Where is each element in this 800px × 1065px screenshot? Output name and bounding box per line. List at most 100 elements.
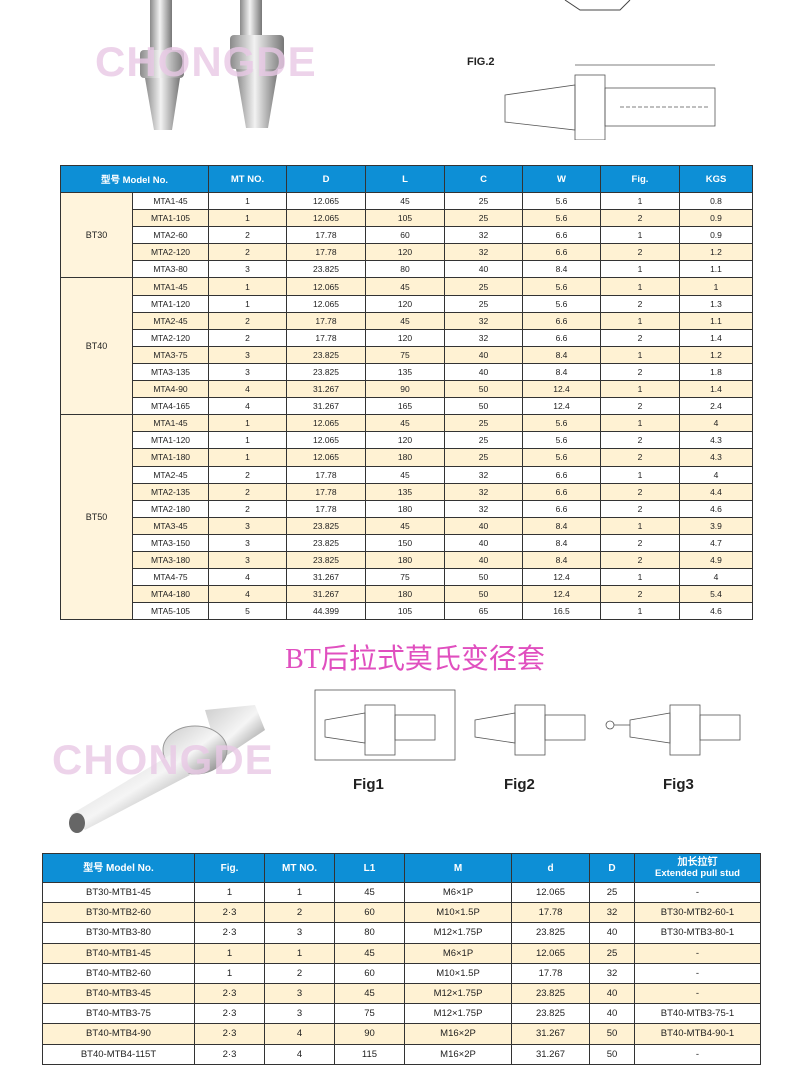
header-line: D: [608, 862, 616, 874]
table-cell: 5.6: [522, 414, 601, 433]
table-row: MTA2-60 2 17.78 60 32 6.6 1 0.9: [61, 226, 753, 245]
table-cell: 4.3: [679, 448, 753, 467]
table-cell: 6.6: [522, 311, 601, 330]
table-cell: 90: [365, 380, 445, 399]
table-cell: 1: [600, 568, 680, 587]
table-cell: MTA2-120: [132, 243, 209, 262]
table-row: BT40-MTB4-90 2·3 4 90 M16×2P 31.267 50 BT40-MTB…: [42, 1023, 761, 1045]
table-cell: 3: [208, 345, 287, 364]
table-row: MTA1-180 1 12.065 180 25 5.6 2 4.3: [61, 448, 753, 467]
table-cell: MTA3-80: [132, 260, 209, 279]
table-cell: 60: [334, 962, 405, 984]
table-cell: 23.825: [511, 922, 590, 944]
table-cell: 12.065: [286, 414, 366, 433]
table-cell: 17.78: [286, 465, 366, 484]
table-cell: 25: [589, 942, 635, 964]
group-cell: BT50: [60, 414, 133, 621]
table-row: MTA2-180 2 17.78 180 32 6.6 2 4.6: [61, 499, 753, 518]
table-row: MTA4-165 4 31.267 165 50 12.4 2 2.4: [61, 397, 753, 416]
table-cell: 5.6: [522, 277, 601, 296]
table-cell: 50: [589, 1023, 635, 1045]
table-cell: 40: [444, 550, 523, 570]
product-photo-top: [140, 0, 284, 130]
table-cell: 50: [444, 397, 523, 416]
table-cell: 2: [264, 902, 335, 924]
table-cell: 3: [208, 260, 287, 279]
table-cell: 4: [208, 568, 287, 587]
table-cell: 1.3: [679, 294, 753, 313]
table-cell: 1: [208, 277, 287, 296]
table-cell: 31.267: [286, 397, 366, 416]
table-cell: 45: [365, 414, 445, 433]
table-cell: 12.065: [511, 881, 590, 904]
table-cell: 12.4: [522, 585, 601, 604]
table-row: MTA3-75 3 23.825 75 40 8.4 1 1.2: [61, 345, 753, 364]
table-cell: 4: [208, 380, 287, 399]
table-cell: MTA1-120: [132, 294, 209, 313]
table-row: MTA3-135 3 23.825 135 40 8.4 2 1.8: [61, 362, 753, 382]
table-cell: BT30-MTB3-80: [42, 922, 195, 944]
table-cell: M10×1.5P: [404, 962, 512, 984]
fig3-label: Fig3: [663, 776, 694, 793]
table-row: MTA4-75 4 31.267 75 50 12.4 1 4: [61, 568, 753, 587]
column-header: D: [589, 853, 635, 883]
table-cell: 4: [679, 465, 753, 484]
column-header: L: [365, 165, 445, 193]
table-cell: 75: [334, 1003, 405, 1025]
table-cell: -: [634, 982, 761, 1005]
table-cell: 3.9: [679, 516, 753, 535]
table-cell: 180: [365, 499, 445, 518]
table-cell: 135: [365, 482, 445, 501]
drawing-fig1-top: [564, 0, 631, 11]
table-cell: BT40-MTB3-75-1: [634, 1003, 761, 1025]
table-cell: 44.399: [286, 602, 366, 621]
table-cell: 32: [444, 226, 523, 245]
table-cell: 1: [600, 311, 680, 330]
table-cell: BT40-MTB4-115T: [42, 1043, 195, 1065]
column-header: C: [444, 165, 523, 193]
table-cell: 12.065: [286, 448, 366, 467]
table-row: MTA3-80 3 23.825 80 40 8.4 1 1.1: [61, 260, 753, 279]
column-header: MT NO.: [208, 165, 287, 193]
table-cell: 17.78: [286, 226, 366, 245]
table-cell: 17.78: [286, 243, 366, 262]
table-cell: 1: [264, 942, 335, 964]
table-cell: 80: [365, 260, 445, 279]
table-cell: M10×1.5P: [404, 902, 512, 924]
table-cell: 45: [365, 516, 445, 535]
table-cell: 17.78: [511, 902, 590, 924]
table-cell: 4: [264, 1043, 335, 1065]
table-cell: 45: [334, 881, 405, 904]
table-cell: 1.4: [679, 380, 753, 399]
table-row: MTA2-45 2 17.78 45 32 6.6 1 4: [61, 465, 753, 484]
table-cell: 8.4: [522, 345, 601, 364]
table-cell: 40: [444, 516, 523, 535]
table-cell: -: [634, 1043, 761, 1065]
table-row: BT30 MTA1-45 1 12.065 45 25 5.6 1 0.8: [60, 191, 753, 279]
table-cell: 2: [600, 362, 680, 382]
table-cell: 5.6: [522, 209, 601, 228]
watermark-logo: CHONGDE: [95, 38, 317, 85]
table-cell: 1.2: [679, 345, 753, 364]
table-cell: 25: [444, 294, 523, 313]
table-cell: 4.6: [679, 602, 753, 621]
table-cell: 8.4: [522, 533, 601, 552]
table-cell: 5.6: [522, 294, 601, 313]
table-cell: 45: [365, 191, 445, 211]
table-cell: MTA1-180: [132, 448, 209, 467]
table-cell: 6.6: [522, 328, 601, 347]
table-cell: 2·3: [194, 1003, 265, 1025]
watermark-logo-bottom: CHONGDE: [52, 736, 274, 783]
table-cell: 45: [365, 465, 445, 484]
group-cell: BT30: [60, 191, 133, 279]
table-cell: 32: [589, 962, 635, 984]
table-cell: 25: [444, 191, 523, 211]
header-line: MT NO.: [282, 862, 317, 874]
table-cell: 50: [444, 568, 523, 587]
table-cell: 0.8: [679, 191, 753, 211]
table-cell: 1: [208, 431, 287, 450]
table-cell: 3: [264, 922, 335, 944]
table-cell: 1: [208, 294, 287, 313]
table-cell: 1.2: [679, 243, 753, 262]
